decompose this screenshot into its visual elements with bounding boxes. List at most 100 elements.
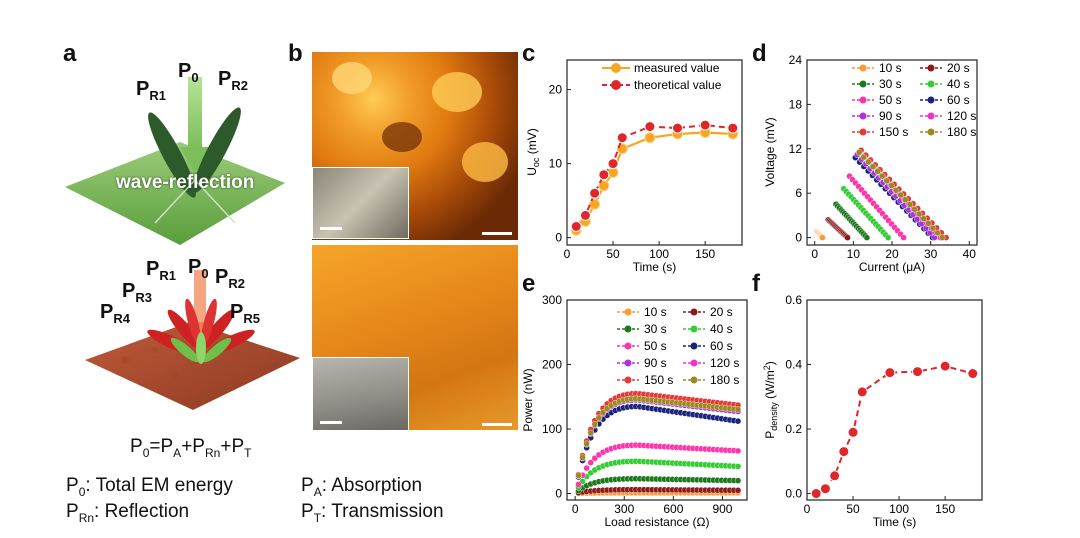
legend-marker xyxy=(859,112,867,120)
data-point xyxy=(900,234,907,241)
plot-frame xyxy=(806,299,983,501)
series-line xyxy=(815,365,974,495)
label-p-r1: PR1 xyxy=(136,78,166,103)
data-point xyxy=(856,386,868,398)
x-tick-label: 40 xyxy=(963,247,977,261)
legend-label: 120 s xyxy=(710,356,739,370)
data-point xyxy=(734,417,742,425)
data-point xyxy=(583,464,590,472)
scale-bar-inset-top xyxy=(320,227,342,230)
data-point xyxy=(607,158,619,170)
plot-frame xyxy=(566,299,748,501)
legend-label: 150 s xyxy=(644,373,673,387)
legend-marker xyxy=(690,359,698,367)
panel-label-f: f xyxy=(752,270,760,297)
x-tick-label: 20 xyxy=(885,247,899,261)
data-point xyxy=(892,187,900,194)
data-point xyxy=(912,366,924,378)
data-point xyxy=(915,210,923,218)
legend-label: 40 s xyxy=(710,322,733,336)
data-point xyxy=(644,121,656,133)
x-tick-label: 30 xyxy=(924,247,938,261)
data-point xyxy=(589,198,601,210)
data-point xyxy=(579,454,586,461)
legend-label: 60 s xyxy=(947,93,970,107)
legend-label: measured value xyxy=(634,61,720,75)
legend-marker xyxy=(611,63,621,73)
y-tick-label: 24 xyxy=(789,53,803,67)
legend-marker xyxy=(690,308,698,316)
data-point xyxy=(591,455,599,462)
data-point xyxy=(865,158,872,166)
label-bottom-r3: PR3 xyxy=(122,280,152,305)
legend-marker xyxy=(927,96,935,104)
x-tick-label: 100 xyxy=(649,247,669,261)
data-point xyxy=(934,229,941,237)
legend-marker xyxy=(927,128,935,136)
x-tick-label: 0 xyxy=(564,247,571,261)
data-point xyxy=(672,122,684,134)
x-tick-label: 0 xyxy=(572,502,579,516)
series-line xyxy=(575,124,733,228)
legend-label: 30 s xyxy=(879,77,902,91)
panel-label-b: b xyxy=(288,40,303,67)
panel-label-e: e xyxy=(522,270,536,297)
x-tick-label: 150 xyxy=(695,247,715,261)
y-tick-label: 20 xyxy=(549,83,563,97)
data-point xyxy=(819,234,826,241)
chart-f-power-density: 0 50 100 150 0.0 0.2 0.4 0.6 Time (s) Pdensity (W… xyxy=(762,293,983,529)
legend-marker xyxy=(927,80,935,88)
data-point xyxy=(925,220,932,227)
legend-marker xyxy=(859,96,867,104)
rough-surface xyxy=(85,322,300,410)
legend-label: 10 s xyxy=(644,305,667,319)
y-tick-label: 0 xyxy=(555,231,562,245)
incident-arrowhead xyxy=(180,147,210,173)
wave-reflection-caption: wave-reflection xyxy=(116,172,255,193)
legend-marker xyxy=(859,80,867,88)
data-point xyxy=(860,154,867,161)
panel-label-c: c xyxy=(522,40,536,67)
y-axis-label: Voltage (mV) xyxy=(763,117,777,186)
y-axis-label: Pdensity (W/m2) xyxy=(762,361,779,439)
data-point xyxy=(810,488,822,500)
x-tick-label: 0 xyxy=(804,502,811,516)
y-tick-label: 12 xyxy=(789,142,803,156)
y-axis-label: Uoc (mV) xyxy=(525,128,541,176)
data-point xyxy=(869,163,877,170)
sem-inset-bottom xyxy=(312,357,409,430)
data-point xyxy=(888,182,895,189)
legend-marker xyxy=(927,64,935,72)
legend-marker xyxy=(690,325,698,333)
data-point xyxy=(575,472,582,479)
energy-equation: P0=PA+PRn+PT xyxy=(130,436,252,460)
label-p0-bottom: P0 xyxy=(188,256,209,281)
label-p0-top: P0 xyxy=(178,60,199,85)
data-point xyxy=(879,172,886,180)
data-point xyxy=(616,132,628,144)
y-tick-label: 18 xyxy=(789,97,803,111)
legend-marker xyxy=(624,359,632,367)
data-point xyxy=(819,483,831,495)
legend-marker xyxy=(624,308,632,316)
legend-label: 30 s xyxy=(644,322,667,336)
label-bottom-r5: PR5 xyxy=(230,301,260,326)
legend-marker xyxy=(927,112,935,120)
data-point xyxy=(644,132,656,144)
legend-label: 180 s xyxy=(710,373,739,387)
legend-marker xyxy=(611,80,621,90)
legend-label: 20 s xyxy=(947,61,970,75)
data-point xyxy=(897,191,904,199)
y-tick-label: 0 xyxy=(555,487,562,501)
legend-label: 90 s xyxy=(644,356,667,370)
data-point xyxy=(902,196,909,203)
x-tick-label: 600 xyxy=(663,502,683,516)
data-point xyxy=(734,487,742,494)
data-point xyxy=(598,180,610,192)
data-point xyxy=(591,421,599,428)
legend-marker xyxy=(859,64,867,72)
data-point xyxy=(863,234,871,241)
def-p0: P0: Total EM energy xyxy=(66,475,233,499)
legend-marker xyxy=(624,376,632,384)
